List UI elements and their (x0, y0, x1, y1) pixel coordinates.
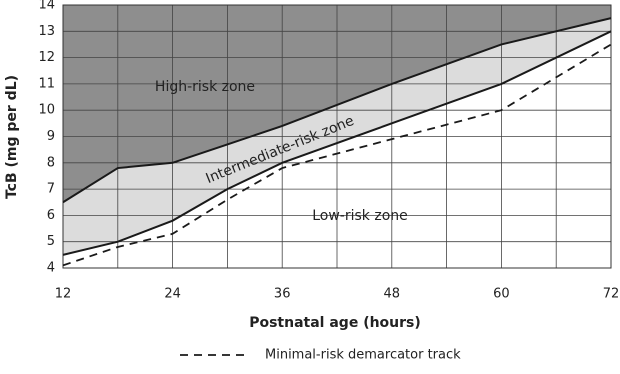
y-tick-label: 11 (38, 76, 55, 91)
x-tick-label: 36 (274, 287, 291, 302)
y-tick-label: 13 (38, 24, 55, 39)
y-tick-label: 7 (47, 182, 55, 197)
y-tick-label: 12 (38, 50, 55, 65)
y-tick-label: 8 (47, 155, 55, 170)
x-tick-label: 24 (164, 287, 181, 302)
x-axis-title: Postnatal age (hours) (249, 315, 421, 331)
zone-label: Low-risk zone (312, 208, 408, 224)
x-tick-label: 12 (55, 287, 72, 302)
x-tick-label: 48 (384, 287, 401, 302)
zone-label: High-risk zone (155, 79, 255, 95)
y-axis-title: TcB (mg per dL) (4, 75, 20, 199)
plot-frame (62, 4, 612, 269)
legend-label: Minimal-risk demarcator track (265, 348, 461, 363)
series-line (62, 30, 612, 256)
x-tick-label: 60 (493, 287, 510, 302)
series-line (62, 43, 612, 267)
y-tick-label: 10 (38, 103, 55, 118)
x-tick-label: 72 (603, 287, 620, 302)
y-tick-label: 4 (47, 261, 55, 276)
series-line (62, 17, 612, 204)
y-tick-label: 5 (47, 234, 55, 249)
y-tick-label: 6 (47, 208, 55, 223)
y-tick-label: 9 (47, 129, 55, 144)
y-tick-label: 14 (38, 0, 55, 13)
